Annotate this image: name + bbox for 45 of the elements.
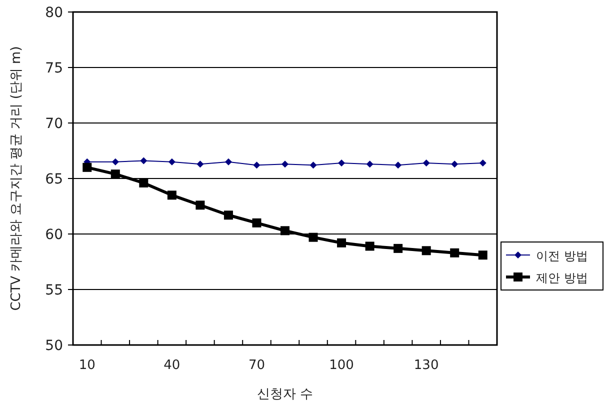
y-tick-label: 50 [45,338,63,354]
point [422,159,430,166]
y-tick-label: 75 [45,60,63,76]
x-tick-label: 10 [78,358,96,373]
y-tick-label: 70 [45,116,63,132]
y-tick-label: 60 [45,227,63,243]
point [310,162,317,169]
point [140,157,148,164]
point [450,248,460,258]
point [280,226,290,236]
point [139,178,148,188]
point [196,160,204,168]
point [422,246,431,256]
point [337,238,346,248]
x-tick-label: 130 [414,358,439,373]
y-tick-label: 80 [45,5,63,21]
point [110,170,120,179]
point [112,158,119,166]
x-tick-label: 100 [329,358,354,373]
y-axis-title: CCTV 카메라와 요구지간 평균 거리 (단위 m) [9,46,24,311]
point [394,162,402,169]
legend-label: 제안 방법 [536,271,588,285]
y-tick-label: 65 [45,172,63,188]
point [451,160,458,168]
point [394,244,403,253]
point [308,232,318,242]
legend-label: 이전 방법 [536,249,588,263]
point [224,210,233,220]
point [82,162,92,172]
y-tick-label: 55 [45,282,63,298]
point [478,250,488,260]
point [167,190,176,200]
point [168,158,176,166]
point [253,162,260,169]
point [282,160,288,168]
point [252,218,262,228]
x-tick-label: 40 [164,358,180,373]
point [224,158,232,166]
x-axis-title: 신청자 수 [256,387,314,402]
point [338,159,346,166]
point [366,160,374,168]
point [196,200,205,210]
x-tick-label: 70 [248,358,266,373]
point [479,159,486,166]
point [365,242,374,251]
